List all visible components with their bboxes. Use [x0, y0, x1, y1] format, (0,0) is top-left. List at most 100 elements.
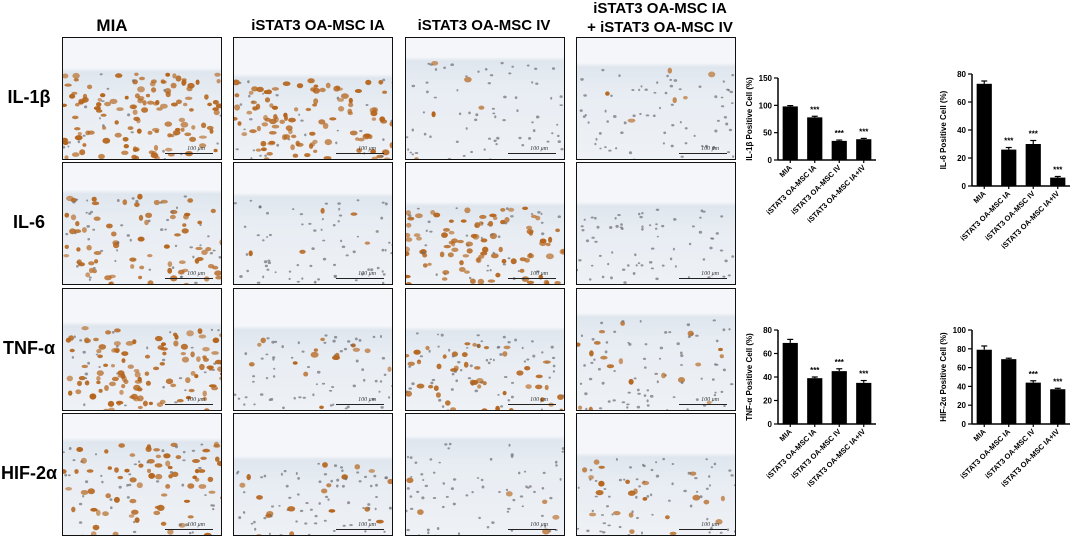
- significance-label: ***: [810, 105, 820, 114]
- bar: [1001, 150, 1016, 186]
- column-header-line: MIA: [62, 16, 162, 35]
- tissue-image: [577, 414, 736, 536]
- y-axis-label: IL-6 Positive Cell (%): [939, 90, 948, 169]
- micrograph-panel: 100 μm: [62, 413, 222, 536]
- scale-bar: [336, 153, 384, 155]
- y-tick-label: 100: [953, 326, 967, 335]
- micrograph-panel: 100 μm: [405, 288, 565, 411]
- tissue-image: [234, 289, 393, 411]
- significance-label: ***: [1029, 370, 1039, 379]
- scale-bar-label: 100 μm: [358, 397, 376, 403]
- column-header-2: iSTAT3 OA-MSC IV: [404, 16, 564, 35]
- scale-bar-label: 100 μm: [187, 397, 205, 403]
- significance-label: ***: [835, 358, 845, 367]
- scale-bar: [336, 278, 384, 280]
- column-header-line: iSTAT3 OA-MSC IA: [228, 16, 408, 35]
- scale-bar: [508, 529, 556, 531]
- scale-bar-label: 100 μm: [701, 522, 719, 528]
- micrograph-panel: 100 μm: [576, 288, 736, 411]
- micrograph-panel: 100 μm: [62, 162, 222, 285]
- micrograph-panel: 100 μm: [405, 37, 565, 160]
- x-tick-label: MIA: [972, 189, 988, 205]
- column-header-line: + iSTAT3 OA-MSC IV: [570, 18, 750, 37]
- y-tick-label: 20: [957, 154, 966, 163]
- micrograph-panel: 100 μm: [405, 413, 565, 536]
- scale-bar-label: 100 μm: [701, 271, 719, 277]
- micrograph-panel: 100 μm: [62, 37, 222, 160]
- micrograph-panel: 100 μm: [405, 162, 565, 285]
- scale-bar: [336, 529, 384, 531]
- scale-bar-label: 100 μm: [187, 271, 205, 277]
- scale-bar-label: 100 μm: [187, 522, 205, 528]
- row-label-2: TNF-α: [0, 338, 58, 359]
- row-label-1: IL-6: [0, 212, 58, 233]
- y-tick-label: 60: [957, 98, 966, 107]
- scale-bar: [165, 404, 213, 406]
- scale-bar: [679, 153, 727, 155]
- scale-bar-label: 100 μm: [358, 271, 376, 277]
- significance-label: ***: [859, 127, 869, 136]
- scale-bar-label: 100 μm: [530, 146, 548, 152]
- y-tick-label: 60: [957, 364, 966, 373]
- bar: [856, 139, 871, 160]
- micrograph-panel: 100 μm: [62, 288, 222, 411]
- micrograph-panel: 100 μm: [576, 37, 736, 160]
- bar: [807, 378, 822, 424]
- scale-bar: [508, 153, 556, 155]
- y-axis-label: TNF-α Positive Cell (%): [745, 333, 754, 421]
- y-tick-label: 0: [768, 420, 773, 429]
- tissue-image: [63, 163, 222, 285]
- tissue-image: [577, 289, 736, 411]
- significance-label: ***: [835, 129, 845, 138]
- scale-bar-label: 100 μm: [530, 522, 548, 528]
- bar: [1001, 359, 1016, 424]
- row-label-0: IL-1β: [0, 87, 58, 108]
- column-header-1: iSTAT3 OA-MSC IA: [228, 16, 408, 35]
- micrograph-panel: 100 μm: [233, 37, 393, 160]
- y-tick-label: 20: [763, 397, 772, 406]
- significance-label: ***: [1053, 377, 1063, 386]
- scale-bar-label: 100 μm: [701, 146, 719, 152]
- micrograph-panel: 100 μm: [233, 162, 393, 285]
- scale-bar: [165, 529, 213, 531]
- scale-bar-label: 100 μm: [530, 397, 548, 403]
- significance-label: ***: [1053, 165, 1063, 174]
- tissue-image: [63, 38, 222, 160]
- column-header-3: iSTAT3 OA-MSC IA+ iSTAT3 OA-MSC IV: [570, 0, 750, 37]
- bar: [832, 141, 847, 160]
- bar: [977, 84, 992, 186]
- y-tick-label: 40: [763, 373, 772, 382]
- tissue-image: [63, 289, 222, 411]
- scale-bar: [508, 278, 556, 280]
- significance-label: ***: [1004, 137, 1014, 146]
- y-tick-label: 0: [768, 156, 773, 165]
- row-label-3: HIF-2α: [0, 463, 58, 484]
- y-axis-label: HIF-2α Positive Cell (%): [939, 332, 948, 422]
- tissue-image: [577, 38, 736, 160]
- bar: [807, 117, 822, 160]
- tissue-image: [234, 38, 393, 160]
- y-tick-label: 0: [962, 420, 967, 429]
- tissue-image: [406, 414, 565, 536]
- tissue-image: [234, 414, 393, 536]
- column-header-line: iSTAT3 OA-MSC IA: [570, 0, 750, 18]
- y-axis-label: IL-1β Positive Cell (%): [745, 77, 754, 161]
- micrograph-panel: 100 μm: [576, 413, 736, 536]
- micrograph-panel: 100 μm: [233, 288, 393, 411]
- bar: [1026, 144, 1041, 186]
- scale-bar-label: 100 μm: [701, 397, 719, 403]
- y-tick-label: 60: [763, 350, 772, 359]
- tissue-image: [577, 163, 736, 285]
- micrograph-panel: 100 μm: [233, 413, 393, 536]
- bar: [832, 371, 847, 424]
- scale-bar: [679, 404, 727, 406]
- scale-bar-label: 100 μm: [358, 146, 376, 152]
- y-tick-label: 40: [957, 382, 966, 391]
